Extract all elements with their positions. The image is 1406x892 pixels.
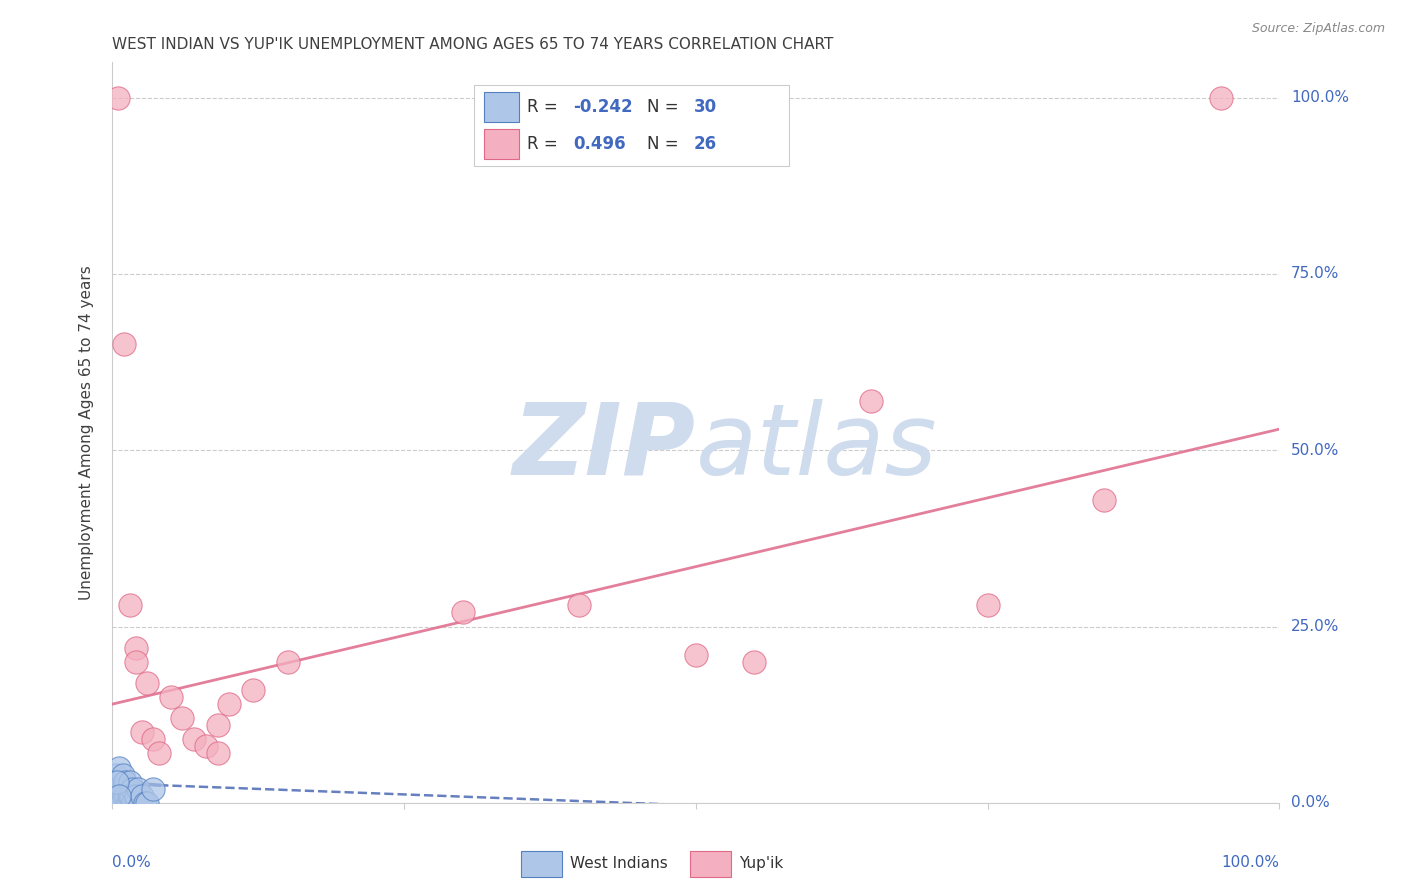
- Point: [172, 711, 194, 725]
- Point: [107, 781, 129, 796]
- Point: [118, 789, 141, 803]
- Text: 0.496: 0.496: [574, 135, 626, 153]
- Point: [1211, 91, 1233, 105]
- Point: [114, 774, 136, 789]
- Text: 0.0%: 0.0%: [1291, 796, 1330, 810]
- Point: [110, 789, 132, 803]
- Point: [218, 697, 240, 711]
- Point: [194, 739, 217, 754]
- Point: [111, 781, 134, 796]
- Text: -0.242: -0.242: [574, 98, 633, 116]
- Text: 100.0%: 100.0%: [1222, 855, 1279, 870]
- Point: [976, 599, 998, 613]
- Point: [148, 747, 170, 761]
- Text: 100.0%: 100.0%: [1291, 90, 1350, 105]
- Point: [112, 789, 135, 803]
- Text: 0.0%: 0.0%: [112, 855, 152, 870]
- Point: [125, 789, 148, 803]
- Point: [1094, 492, 1116, 507]
- Point: [142, 781, 165, 796]
- Point: [451, 606, 474, 620]
- Text: N =: N =: [647, 98, 683, 116]
- Point: [105, 774, 128, 789]
- FancyBboxPatch shape: [474, 85, 789, 166]
- Point: [125, 640, 148, 655]
- Text: Yup'ik: Yup'ik: [740, 856, 783, 871]
- Point: [118, 599, 141, 613]
- Point: [134, 796, 156, 810]
- Point: [685, 648, 707, 662]
- Point: [118, 774, 141, 789]
- FancyBboxPatch shape: [520, 851, 562, 877]
- FancyBboxPatch shape: [690, 851, 731, 877]
- Point: [125, 655, 148, 669]
- Point: [136, 796, 159, 810]
- Point: [107, 91, 129, 105]
- Point: [108, 789, 131, 803]
- Point: [115, 789, 138, 803]
- Point: [744, 655, 766, 669]
- Point: [108, 760, 131, 774]
- Point: [121, 781, 143, 796]
- Point: [118, 789, 141, 803]
- Point: [122, 796, 145, 810]
- Y-axis label: Unemployment Among Ages 65 to 74 years: Unemployment Among Ages 65 to 74 years: [79, 265, 94, 600]
- Text: 50.0%: 50.0%: [1291, 442, 1340, 458]
- Point: [111, 767, 134, 781]
- Text: ZIP: ZIP: [513, 399, 696, 496]
- Point: [108, 789, 131, 803]
- Point: [242, 683, 264, 698]
- Point: [568, 599, 591, 613]
- Point: [207, 747, 229, 761]
- Point: [125, 796, 148, 810]
- Point: [107, 781, 129, 796]
- Point: [160, 690, 183, 704]
- Text: 26: 26: [693, 135, 717, 153]
- Point: [136, 676, 159, 690]
- Point: [112, 781, 135, 796]
- Point: [127, 781, 149, 796]
- Point: [131, 789, 153, 803]
- Point: [207, 718, 229, 732]
- Point: [276, 655, 298, 669]
- Text: West Indians: West Indians: [569, 856, 668, 871]
- Text: R =: R =: [527, 98, 562, 116]
- Point: [112, 337, 135, 351]
- FancyBboxPatch shape: [484, 129, 519, 159]
- Text: atlas: atlas: [696, 399, 938, 496]
- Text: N =: N =: [647, 135, 683, 153]
- Point: [120, 789, 142, 803]
- Text: 30: 30: [693, 98, 717, 116]
- Point: [104, 767, 127, 781]
- Text: 75.0%: 75.0%: [1291, 267, 1340, 282]
- Point: [117, 796, 139, 810]
- Text: WEST INDIAN VS YUP'IK UNEMPLOYMENT AMONG AGES 65 TO 74 YEARS CORRELATION CHART: WEST INDIAN VS YUP'IK UNEMPLOYMENT AMONG…: [112, 37, 834, 52]
- Point: [142, 732, 165, 747]
- Text: 25.0%: 25.0%: [1291, 619, 1340, 634]
- Text: Source: ZipAtlas.com: Source: ZipAtlas.com: [1251, 22, 1385, 36]
- Point: [131, 725, 153, 739]
- FancyBboxPatch shape: [484, 92, 519, 121]
- Text: R =: R =: [527, 135, 562, 153]
- Point: [183, 732, 205, 747]
- Point: [860, 393, 883, 408]
- Point: [105, 774, 128, 789]
- Point: [111, 796, 134, 810]
